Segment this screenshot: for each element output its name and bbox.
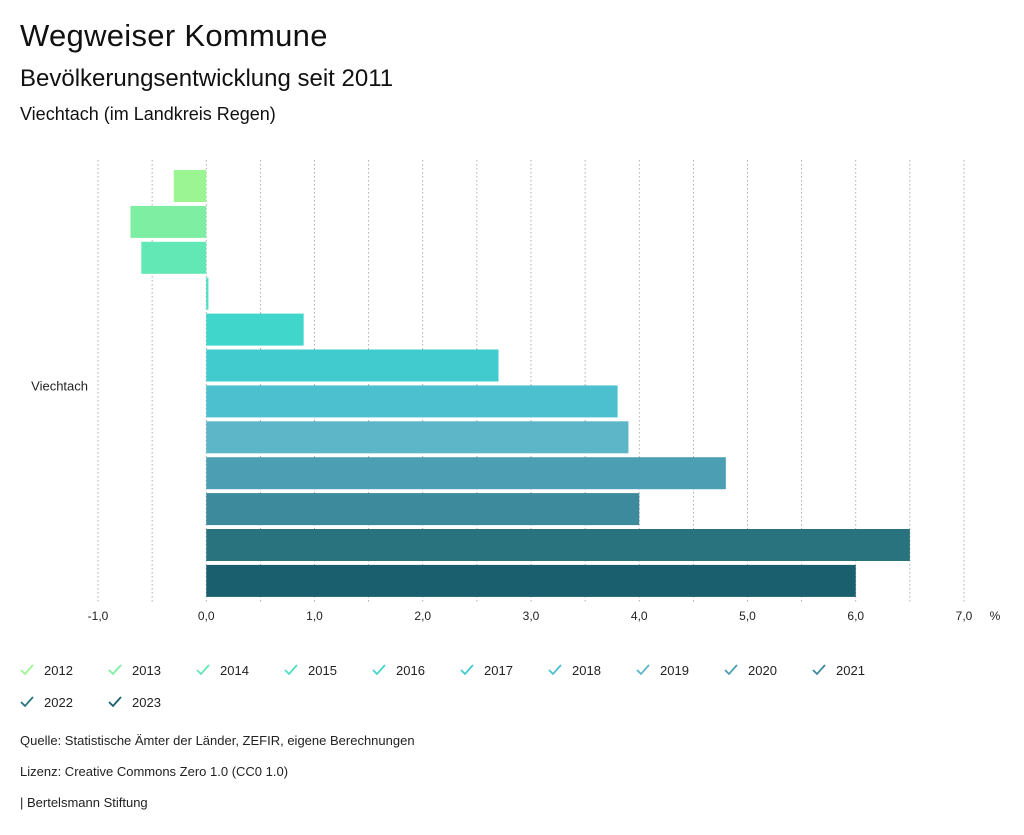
bar-2017 bbox=[206, 349, 499, 382]
bar-2023 bbox=[206, 564, 856, 597]
legend-label: 2020 bbox=[748, 662, 777, 678]
check-icon bbox=[20, 664, 34, 676]
check-icon bbox=[20, 696, 34, 708]
legend-item-2023[interactable]: 2023 bbox=[108, 692, 161, 712]
check-icon bbox=[372, 664, 386, 676]
check-icon bbox=[284, 664, 298, 676]
x-tick-label: 6,0 bbox=[847, 609, 864, 623]
legend-label: 2022 bbox=[44, 694, 73, 710]
check-icon bbox=[724, 664, 738, 676]
legend-label: 2012 bbox=[44, 662, 73, 678]
legend-label: 2019 bbox=[660, 662, 689, 678]
category-label: Viechtach bbox=[31, 378, 88, 393]
legend-item-2018[interactable]: 2018 bbox=[548, 660, 601, 680]
region-label: Viechtach (im Landkreis Regen) bbox=[20, 104, 276, 124]
legend-label: 2014 bbox=[220, 662, 249, 678]
bar-2012 bbox=[173, 170, 207, 202]
chart-subtitle: Bevölkerungsentwicklung seit 2011 bbox=[20, 65, 394, 92]
bar-2013 bbox=[130, 205, 207, 238]
check-icon bbox=[108, 696, 122, 708]
bar-2020 bbox=[206, 457, 726, 490]
legend-label: 2016 bbox=[396, 662, 425, 678]
x-tick-label: -1,0 bbox=[88, 609, 109, 623]
check-icon bbox=[196, 664, 210, 676]
legend-item-2012[interactable]: 2012 bbox=[20, 660, 73, 680]
x-tick-label: 7,0 bbox=[956, 609, 973, 623]
check-icon bbox=[548, 664, 562, 676]
page-title: Wegweiser Kommune bbox=[20, 18, 328, 53]
legend-item-2021[interactable]: 2021 bbox=[812, 660, 865, 680]
bar-chart: Viechtach -1,0 0,0 1,0 2,0 3,0 4,0 5,0 6,0 7,0% bbox=[31, 160, 1001, 623]
legend-label: 2018 bbox=[572, 662, 601, 678]
legend-label: 2017 bbox=[484, 662, 513, 678]
x-unit-label: % bbox=[990, 609, 1001, 623]
legend-item-2016[interactable]: 2016 bbox=[372, 660, 425, 680]
x-tick-label: 5,0 bbox=[739, 609, 756, 623]
x-tick-label: 4,0 bbox=[631, 609, 648, 623]
legend-item-2013[interactable]: 2013 bbox=[108, 660, 161, 680]
bar-2015 bbox=[206, 277, 209, 310]
bar-2018 bbox=[206, 385, 618, 418]
legend-label: 2021 bbox=[836, 662, 865, 678]
legend-label: 2023 bbox=[132, 694, 161, 710]
x-tick-label: 1,0 bbox=[306, 609, 323, 623]
x-tick-label: 2,0 bbox=[414, 609, 431, 623]
bar-2022 bbox=[206, 529, 910, 561]
legend-item-2022[interactable]: 2022 bbox=[20, 692, 73, 712]
bar-2019 bbox=[206, 421, 629, 454]
legend-item-2015[interactable]: 2015 bbox=[284, 660, 337, 680]
legend-item-2014[interactable]: 2014 bbox=[196, 660, 249, 680]
legend-label: 2013 bbox=[132, 662, 161, 678]
check-icon bbox=[812, 664, 826, 676]
check-icon bbox=[636, 664, 650, 676]
check-icon bbox=[108, 664, 122, 676]
bar-2014 bbox=[141, 241, 207, 274]
x-tick-label: 3,0 bbox=[523, 609, 540, 623]
legend-item-2020[interactable]: 2020 bbox=[724, 660, 777, 680]
publisher-note: | Bertelsmann Stiftung bbox=[20, 795, 148, 810]
bar-2021 bbox=[206, 493, 640, 526]
legend-item-2017[interactable]: 2017 bbox=[460, 660, 513, 680]
legend-label: 2015 bbox=[308, 662, 337, 678]
bar-2016 bbox=[206, 313, 304, 346]
license-note: Lizenz: Creative Commons Zero 1.0 (CC0 1… bbox=[20, 764, 289, 779]
source-note: Quelle: Statistische Ämter der Länder, Z… bbox=[20, 733, 415, 748]
legend-item-2019[interactable]: 2019 bbox=[636, 660, 689, 680]
check-icon bbox=[460, 664, 474, 676]
x-tick-label: 0,0 bbox=[198, 609, 215, 623]
